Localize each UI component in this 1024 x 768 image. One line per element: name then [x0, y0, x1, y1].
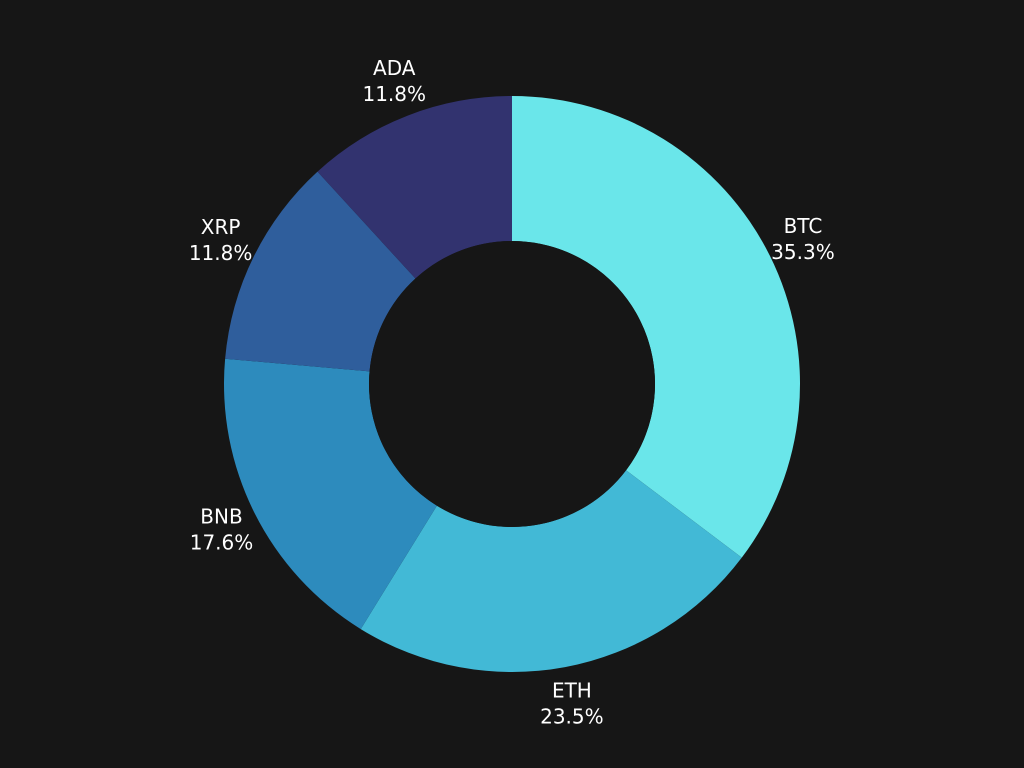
slice-label-xrp: XRP: [201, 215, 241, 239]
slice-value-eth: 23.5%: [540, 704, 604, 728]
slice-label-ada: ADA: [373, 56, 416, 80]
slice-eth: [360, 470, 742, 672]
slice-bnb: [224, 358, 437, 630]
slice-ada: [317, 96, 512, 279]
slice-value-btc: 35.3%: [771, 240, 835, 264]
slice-value-ada: 11.8%: [362, 82, 426, 106]
slice-value-xrp: 11.8%: [189, 241, 253, 265]
slice-label-eth: ETH: [552, 678, 592, 702]
donut-slices: [224, 96, 801, 672]
slice-xrp: [225, 171, 416, 372]
slice-btc: [512, 96, 801, 558]
slice-label-btc: BTC: [784, 214, 823, 238]
donut-hole: [369, 241, 655, 527]
slice-label-bnb: BNB: [200, 505, 242, 529]
slice-value-bnb: 17.6%: [190, 531, 254, 555]
